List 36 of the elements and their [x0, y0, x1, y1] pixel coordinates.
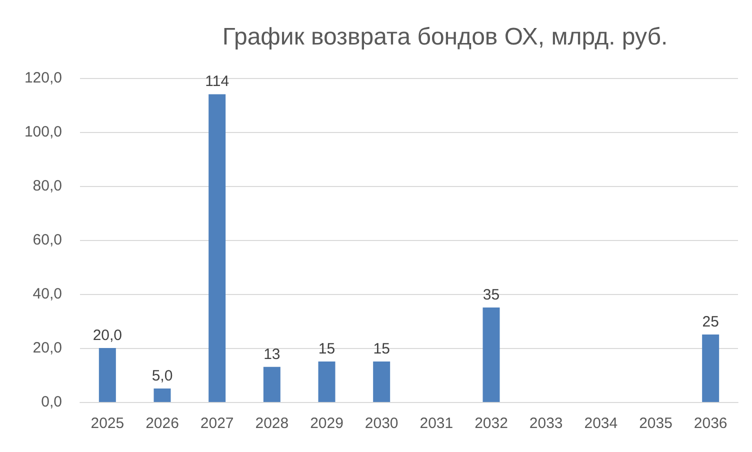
x-tick-label: 2032 [474, 415, 508, 432]
y-tick-label: 120,0 [24, 70, 62, 86]
x-tick-label: 2029 [310, 415, 344, 432]
x-tick-label: 2031 [420, 415, 454, 432]
bar [702, 334, 720, 402]
bar [373, 362, 390, 402]
bar [208, 94, 226, 402]
x-tick-label: 2028 [255, 415, 289, 432]
data-label: 20,0 [92, 327, 122, 344]
data-label: 114 [205, 73, 230, 90]
data-label: 35 [482, 286, 500, 304]
bar [98, 348, 116, 402]
bar [482, 308, 500, 402]
x-tick-label: 2033 [529, 415, 563, 432]
x-tick-label: 2025 [90, 415, 124, 432]
y-tick-label: 0,0 [41, 394, 62, 410]
x-tick-label: 2030 [364, 415, 398, 432]
y-tick-label: 80,0 [32, 178, 62, 194]
x-tick-label: 2026 [146, 415, 179, 432]
bar [154, 388, 171, 402]
y-tick-label: 40,0 [32, 286, 62, 302]
data-label: 13 [264, 346, 280, 363]
x-tick-label: 2035 [639, 415, 672, 432]
y-tick-label: 100,0 [24, 124, 62, 140]
y-tick-label: 20,0 [32, 340, 62, 356]
data-label: 25 [702, 314, 719, 330]
data-label: 15 [373, 340, 390, 358]
x-tick-label: 2036 [694, 415, 728, 432]
bar [318, 362, 336, 402]
chart-title: График возврата бондов ОХ, млрд. руб. [222, 24, 668, 50]
data-label: 5,0 [152, 368, 173, 384]
x-tick-label: 2027 [200, 415, 234, 432]
data-label: 15 [318, 340, 336, 358]
x-tick-label: 2034 [584, 415, 618, 432]
bar [263, 366, 280, 402]
y-tick-label: 60,0 [32, 232, 62, 248]
